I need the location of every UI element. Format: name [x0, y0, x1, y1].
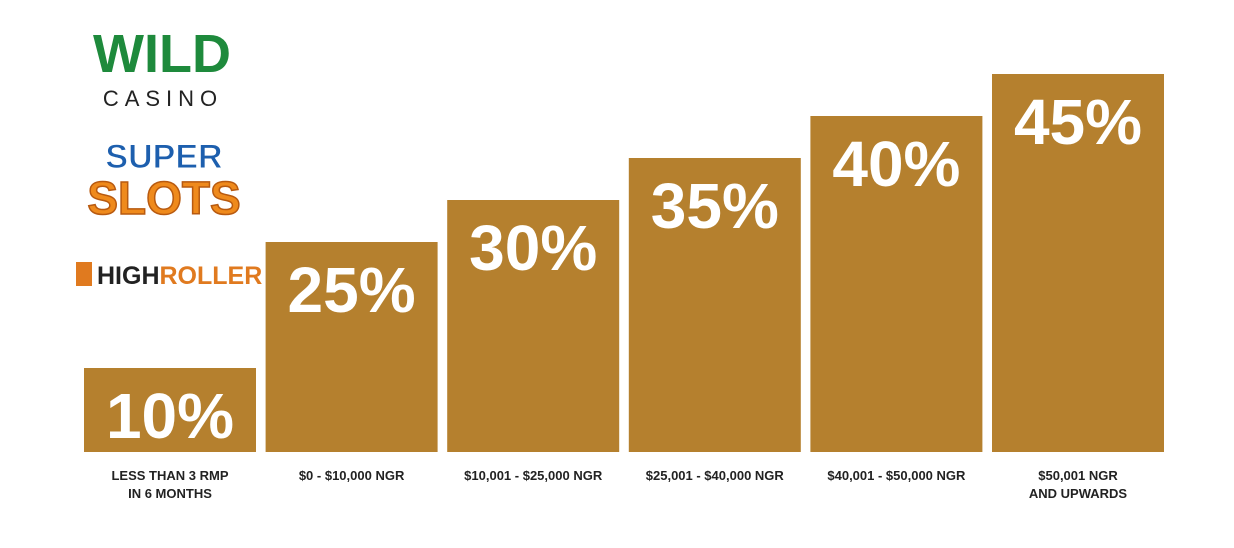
- bar: [84, 368, 256, 452]
- brand-high-word: HIGH: [97, 262, 160, 290]
- bar: [992, 74, 1164, 452]
- value-label: 45%: [1014, 86, 1142, 158]
- x-tick-label: $10,001 - $25,000 NGR: [464, 468, 603, 483]
- value-label: 30%: [469, 212, 597, 284]
- x-tick-label: $40,001 - $50,000 NGR: [827, 468, 966, 483]
- x-tick-label: AND UPWARDS: [1029, 486, 1128, 501]
- x-tick-label: $50,001 NGR: [1038, 468, 1118, 483]
- brand-icon: [76, 262, 92, 286]
- value-label: 25%: [288, 254, 416, 326]
- brand-highroller: HIGHROLLER: [76, 262, 262, 290]
- value-label: 10%: [106, 380, 234, 452]
- brand-high: HIGHROLLER: [97, 262, 262, 290]
- value-label: 40%: [832, 128, 960, 200]
- brand-wild: WILD: [93, 24, 231, 84]
- brand-slots: SLOTS: [87, 172, 240, 224]
- x-tick-label: $25,001 - $40,000 NGR: [646, 468, 785, 483]
- x-tick-label: $0 - $10,000 NGR: [299, 468, 405, 483]
- bar: [265, 242, 438, 452]
- brand-roller-word: ROLLER: [160, 262, 263, 290]
- bar: [447, 200, 620, 452]
- bar: [810, 116, 983, 452]
- x-tick-label: IN 6 MONTHS: [128, 486, 212, 501]
- x-tick-label: LESS THAN 3 RMP: [111, 468, 228, 483]
- brand-super: SUPER: [105, 138, 222, 176]
- brand-casino: CASINO: [103, 86, 223, 111]
- value-label: 35%: [651, 170, 779, 242]
- bar: [628, 158, 801, 452]
